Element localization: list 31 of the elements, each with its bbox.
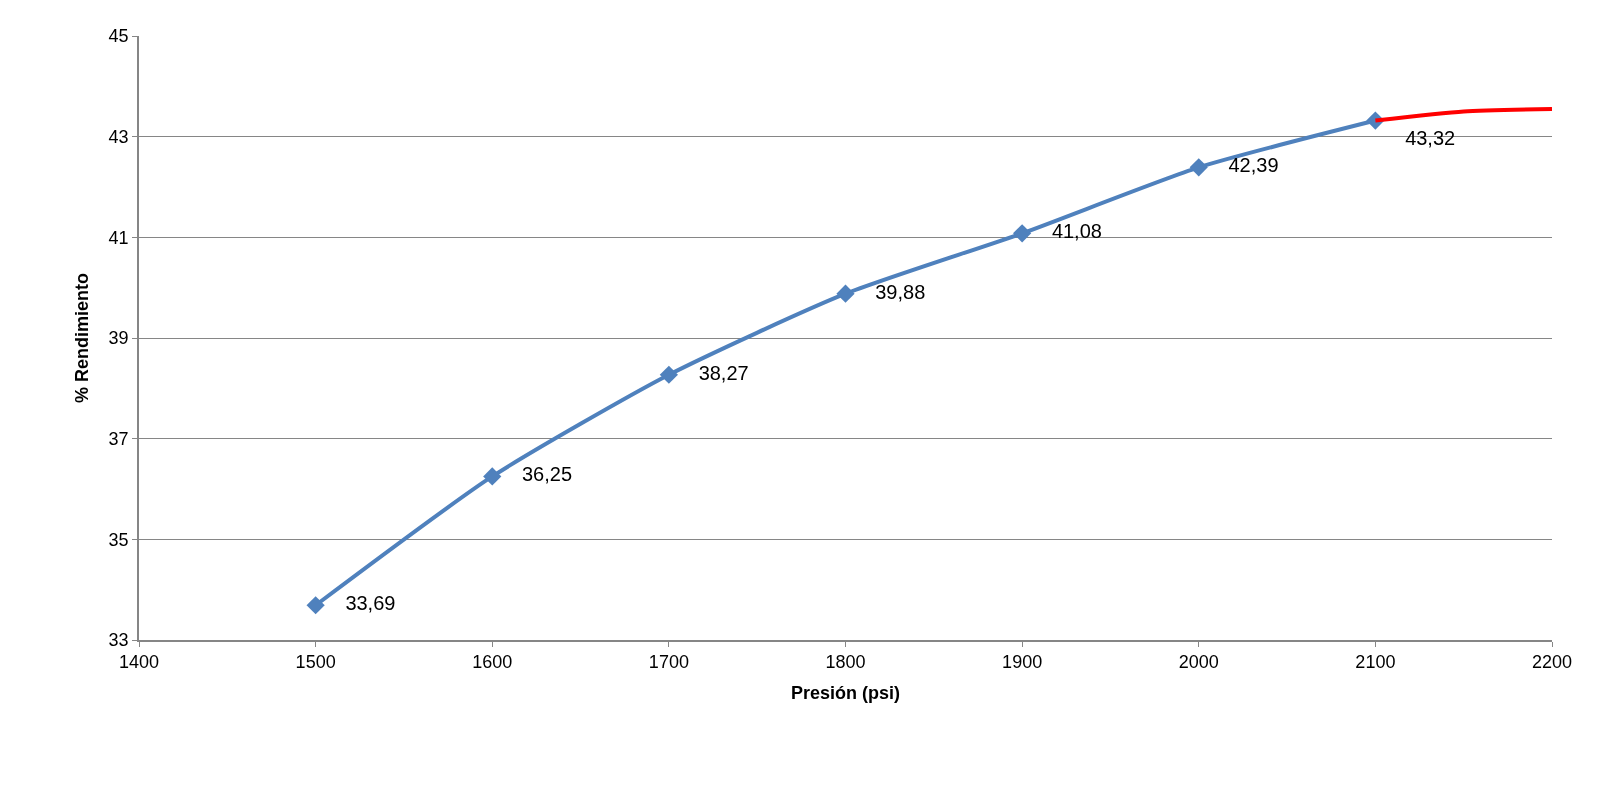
y-tick-label: 39	[108, 328, 129, 349]
x-axis-title: Presión (psi)	[790, 682, 901, 703]
data-label: 36,25	[502, 463, 573, 486]
data-label: 43,32	[1385, 127, 1456, 150]
y-tick-label: 45	[108, 26, 129, 47]
point	[483, 467, 502, 486]
y-tick-label: 37	[108, 428, 129, 449]
point	[1189, 158, 1208, 177]
y-tick-label: 41	[108, 227, 129, 248]
x-tick-label: 1900	[1002, 652, 1043, 673]
point	[1013, 224, 1032, 243]
point	[306, 596, 325, 615]
x-tick-label: 2000	[1178, 652, 1219, 673]
y-tick-label: 35	[108, 529, 129, 550]
y-tick-label: 43	[108, 126, 129, 147]
data-label: 38,27	[678, 361, 749, 384]
x-tick-label: 1700	[648, 652, 689, 673]
data-label: 39,88	[855, 280, 926, 303]
point	[836, 284, 855, 303]
y-axis-title: % Rendimiento	[72, 272, 93, 404]
data-label: 33,69	[325, 592, 396, 615]
point	[659, 365, 678, 384]
y-tick-label: 33	[108, 630, 129, 651]
x-tick-label: 2200	[1531, 652, 1573, 673]
x-tick-label: 1400	[118, 652, 160, 673]
data-label: 41,08	[1031, 220, 1102, 243]
x-tick-label: 1800	[825, 652, 866, 673]
x-tick-label: 1500	[295, 652, 336, 673]
x-tick-label: 1600	[472, 652, 513, 673]
x-tick-label: 2100	[1355, 652, 1396, 673]
data-label: 42,39	[1208, 154, 1279, 177]
